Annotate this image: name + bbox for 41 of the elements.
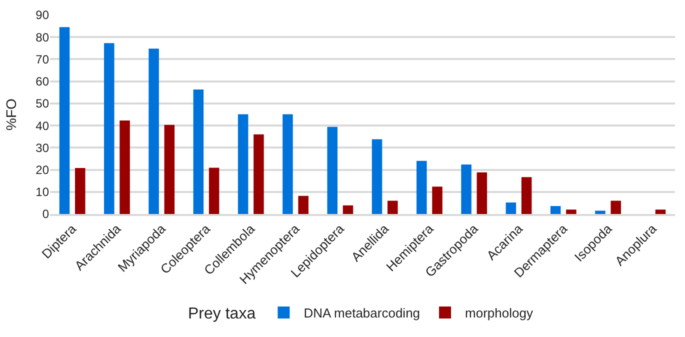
- y-tick-label: 60: [36, 74, 50, 89]
- bar: [298, 196, 308, 214]
- bar: [521, 177, 532, 214]
- y-tick-label: 10: [36, 185, 50, 200]
- bar: [254, 134, 264, 214]
- bar: [327, 126, 338, 214]
- y-tick-label: 30: [36, 140, 50, 155]
- y-tick-label: 20: [36, 162, 50, 177]
- bar: [432, 186, 442, 214]
- y-tick-label: 0: [42, 207, 50, 222]
- bar: [610, 200, 621, 214]
- bar: [148, 48, 159, 214]
- legend-label: DNA metabarcoding: [304, 306, 420, 321]
- bar: [550, 206, 561, 214]
- bar: [282, 114, 293, 214]
- bar: [238, 114, 248, 214]
- bar: [416, 160, 427, 214]
- bar: [120, 120, 130, 214]
- bar: [566, 210, 576, 214]
- y-tick-label: 50: [36, 96, 50, 111]
- legend-label: morphology: [465, 306, 534, 321]
- bar: [506, 202, 516, 214]
- bar: [342, 205, 354, 214]
- y-tick-label: 80: [36, 30, 50, 44]
- bar: [104, 43, 114, 214]
- bar: [75, 168, 86, 214]
- bar: [164, 124, 175, 214]
- bar: [208, 168, 220, 214]
- bar: [193, 90, 204, 214]
- bar: [388, 200, 398, 214]
- y-tick-label: 70: [36, 52, 50, 66]
- bar: [461, 164, 472, 214]
- legend-title: Prey taxa: [188, 305, 256, 322]
- y-tick-label: 90: [36, 8, 50, 22]
- y-axis-title: %FO: [3, 98, 20, 130]
- bar: [372, 139, 382, 214]
- bar: [476, 172, 488, 214]
- bar: [59, 27, 70, 214]
- y-tick-label: 40: [36, 118, 50, 133]
- bar: [655, 210, 666, 214]
- bar: [595, 210, 606, 214]
